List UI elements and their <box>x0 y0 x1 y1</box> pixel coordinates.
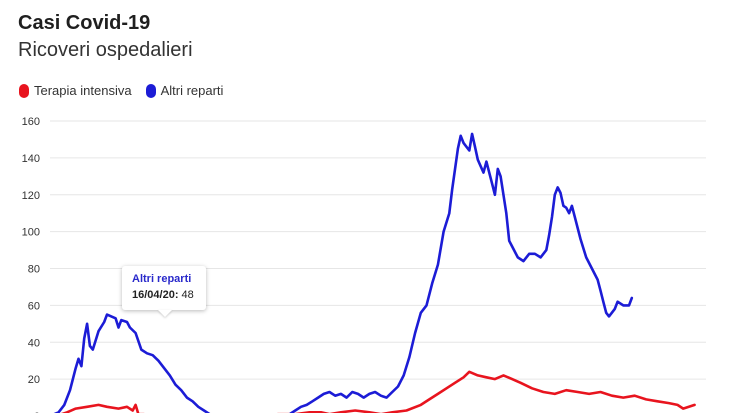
chart-legend: Terapia intensiva Altri reparti <box>19 83 223 98</box>
tooltip-value: 48 <box>181 289 194 301</box>
y-tick-label: 60 <box>28 300 40 312</box>
chart-subtitle: Ricoveri ospedalieri <box>18 39 193 61</box>
legend-swatch-altri-reparti <box>145 83 156 98</box>
chart-title: Casi Covid-19 <box>18 12 151 34</box>
legend-label-altri-reparti: Altri reparti <box>160 83 224 98</box>
tooltip-series-name: Altri reparti <box>132 273 192 285</box>
y-tick-label: 140 <box>22 153 40 165</box>
legend-label-terapia-intensiva: Terapia intensiva <box>34 83 132 98</box>
series-line-terapia-intensiva[interactable] <box>50 370 696 413</box>
legend-item-altri-reparti[interactable]: Altri reparti <box>145 83 224 98</box>
y-tick-label: 40 <box>28 337 40 349</box>
series-line-altri-reparti[interactable] <box>50 132 634 413</box>
y-tick-label: 160 <box>22 116 40 128</box>
y-tick-label: 0 <box>34 411 40 413</box>
tooltip-date: 16/04/20: <box>132 289 179 301</box>
y-tick-label: 20 <box>28 374 40 386</box>
y-tick-label: 120 <box>22 190 40 202</box>
legend-swatch-terapia-intensiva <box>19 83 29 98</box>
chart-tooltip: Altri reparti 16/04/20: 48 <box>122 266 206 310</box>
y-tick-label: 100 <box>22 227 40 239</box>
legend-item-terapia-intensiva[interactable]: Terapia intensiva <box>19 83 132 98</box>
y-tick-label: 80 <box>28 264 40 276</box>
tooltip-pointer <box>158 310 172 317</box>
